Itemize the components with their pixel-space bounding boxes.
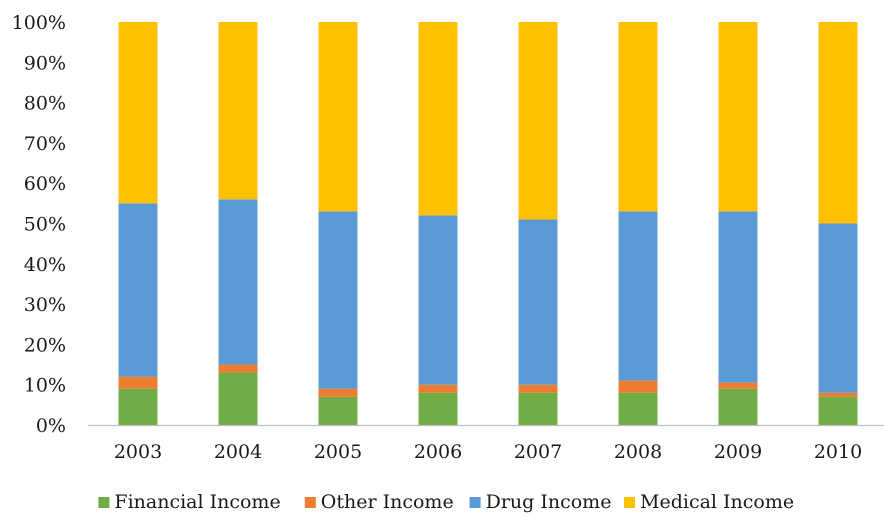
bar-medical-income-2009 [718,22,758,212]
legend-swatch-medical-income [624,497,635,508]
bar-other-income-2007 [518,384,558,393]
bar-medical-income-2007 [518,22,558,220]
bar-financial-income-2006 [418,392,458,425]
bar-financial-income-2004 [218,372,258,425]
bar-other-income-2010 [818,392,858,397]
y-axis: 0% 10% 20% 30% 40% 50% 60% 70% 80% 90% 100% [12,12,66,437]
y-tick-label: 0% [36,415,66,437]
bar-drug-income-2006 [418,215,458,385]
x-tick-label: 2006 [414,441,462,463]
x-tick-label: 2007 [514,441,562,463]
plot-area [118,22,858,425]
bar-financial-income-2008 [618,392,658,425]
x-tick-label: 2009 [714,441,762,463]
y-tick-label: 10% [24,375,66,397]
bar-financial-income-2009 [718,388,758,425]
x-tick-label: 2010 [814,441,862,463]
legend-swatch-other-income [304,497,316,508]
bar-medical-income-2006 [418,22,458,216]
x-axis: 2003 2004 2005 2006 2007 2008 2009 2010 [88,424,884,463]
x-tick-label: 2004 [214,441,262,463]
bar-drug-income-2005 [318,211,358,389]
y-tick-label: 80% [24,93,66,115]
y-tick-label: 40% [24,254,66,276]
bar-other-income-2006 [418,384,458,393]
bar-drug-income-2008 [618,211,658,381]
legend: Financial Income Other Income Drug Income M… [98,491,794,513]
bar-financial-income-2005 [318,396,358,425]
bar-drug-income-2009 [718,211,758,383]
bar-other-income-2004 [218,364,258,373]
bar-other-income-2009 [718,382,758,389]
y-tick-label: 90% [24,52,66,74]
y-tick-label: 30% [24,294,66,316]
x-tick-label: 2003 [114,441,162,463]
bar-drug-income-2003 [118,203,158,377]
y-tick-label: 70% [24,133,66,155]
y-tick-label: 50% [24,214,66,236]
bar-medical-income-2010 [818,22,858,224]
bar-financial-income-2007 [518,392,558,425]
bar-medical-income-2003 [118,22,158,204]
y-tick-label: 60% [24,173,66,195]
bar-drug-income-2007 [518,219,558,385]
bar-medical-income-2005 [318,22,358,212]
y-tick-label: 100% [12,12,66,34]
legend-label-drug-income: Drug Income [486,491,612,513]
x-tick-label: 2008 [614,441,662,463]
bar-drug-income-2004 [218,199,258,365]
bar-other-income-2008 [618,380,658,393]
legend-swatch-drug-income [469,497,481,508]
legend-label-financial-income: Financial Income [114,491,280,513]
legend-swatch-financial-income [98,497,110,508]
bar-financial-income-2010 [818,396,858,425]
legend-label-other-income: Other Income [321,491,454,513]
legend-label-medical-income: Medical Income [640,491,794,513]
bar-medical-income-2004 [218,22,258,200]
y-tick-label: 20% [24,334,66,356]
bar-financial-income-2003 [118,388,158,425]
bar-other-income-2003 [118,376,158,389]
bar-other-income-2005 [318,388,358,397]
bar-medical-income-2008 [618,22,658,212]
x-tick-label: 2005 [314,441,362,463]
bar-drug-income-2010 [818,223,858,393]
